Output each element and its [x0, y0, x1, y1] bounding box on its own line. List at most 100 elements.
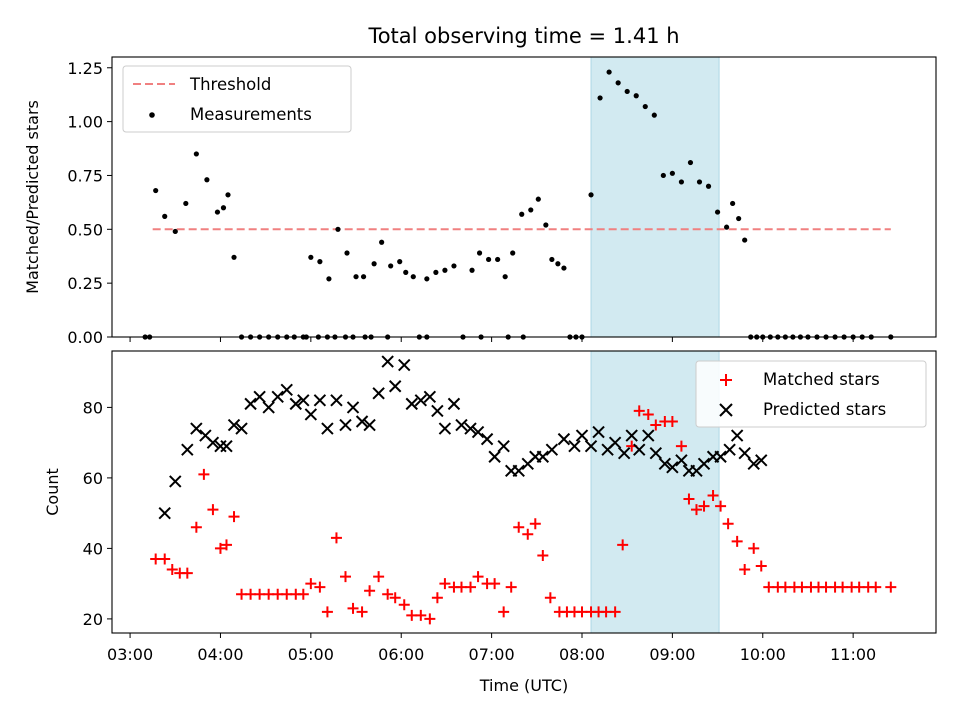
count-legend: Matched stars Predicted stars: [695, 360, 927, 428]
predicted-star-point: [755, 454, 768, 467]
x-tick-label: 06:00: [378, 645, 424, 664]
x-axis-label: Time (UTC): [479, 676, 568, 695]
ratio-legend-box: [122, 65, 352, 133]
measurement-point: [555, 261, 561, 267]
measurement-point: [561, 265, 567, 271]
measurement-point: [696, 179, 703, 185]
matched-star-point: [633, 405, 645, 417]
measurement-point: [353, 274, 359, 280]
measurement-point: [162, 213, 168, 219]
matched-star-point: [415, 609, 427, 621]
matched-star-point: [642, 408, 654, 420]
measurement-point: [495, 256, 501, 263]
measurement-point: [642, 103, 648, 110]
predicted-star-point: [190, 422, 203, 435]
measurement-point: [410, 274, 416, 280]
measurement-point: [317, 259, 323, 265]
matched-star-point: [228, 511, 240, 523]
measurement-point: [335, 226, 341, 232]
predicted-star-point: [447, 397, 461, 411]
legend-measurements-label: Measurements: [190, 105, 312, 124]
matched-star-point: [683, 493, 695, 505]
measurement-point: [451, 263, 457, 269]
measurement-point: [597, 95, 603, 101]
matched-star-point: [731, 535, 743, 547]
matched-star-point: [330, 532, 342, 544]
predicted-star-point: [536, 450, 550, 463]
matched-star-point: [472, 571, 484, 583]
measurement-point: [371, 261, 377, 267]
matched-star-point: [885, 581, 897, 593]
matched-star-point: [389, 592, 401, 604]
measurement-point: [633, 93, 639, 99]
predicted-star-point: [738, 447, 751, 460]
measurement-point: [485, 256, 492, 263]
matched-star-point: [305, 578, 317, 590]
predicted-star-point: [313, 394, 327, 407]
predicted-star-point: [584, 439, 598, 453]
predicted-star-point: [388, 380, 402, 393]
predicted-star-point: [649, 447, 663, 460]
chart-title: Total observing time = 1.41 h: [367, 24, 679, 48]
matched-star-point: [748, 542, 760, 554]
matched-star-point: [675, 440, 687, 452]
predicted-star-point: [289, 397, 302, 411]
predicted-star-point: [723, 443, 736, 456]
ratio-y-tick-label: 0.25: [67, 274, 103, 293]
measurement-point: [736, 215, 742, 222]
predicted-star-point: [244, 397, 257, 411]
predicted-star-point: [169, 475, 182, 488]
measurement-point: [730, 200, 736, 207]
predicted-star-point: [666, 461, 679, 474]
measurement-point: [624, 88, 630, 95]
matched-star-point: [609, 606, 621, 618]
predicted-star-point: [181, 443, 194, 456]
predicted-stars-points: [158, 355, 768, 520]
matched-star-point: [650, 419, 662, 431]
measurement-point: [403, 269, 409, 275]
count-y-axis-label: Count: [43, 468, 62, 516]
ratio-x-ticks: [129, 337, 854, 342]
matched-star-point: [513, 521, 525, 533]
matched-star-point: [220, 539, 232, 551]
predicted-star-point: [297, 394, 310, 407]
count-legend-box: [695, 360, 927, 428]
measurement-point: [214, 209, 221, 215]
predicted-star-point: [545, 443, 559, 456]
measurement-point: [153, 187, 159, 194]
predicted-star-point: [714, 450, 727, 463]
matched-star-point: [666, 416, 678, 427]
matched-star-point: [166, 564, 178, 576]
predicted-star-point: [330, 394, 343, 407]
matched-star-point: [314, 581, 326, 593]
measurement-point: [397, 259, 403, 265]
matched-star-point: [364, 585, 376, 597]
predicted-star-point: [227, 418, 241, 432]
matched-star-point: [382, 588, 394, 600]
matched-star-point: [431, 592, 443, 604]
predicted-star-point: [568, 439, 581, 453]
measurement-point: [225, 192, 231, 198]
measurement-point: [326, 276, 332, 282]
matched-star-point: [690, 504, 702, 516]
predicted-star-point: [431, 404, 444, 418]
measurement-point: [433, 269, 439, 275]
predicted-star-point: [321, 422, 334, 435]
matched-star-point: [505, 581, 517, 593]
predicted-star-point: [697, 457, 711, 471]
measurement-point: [476, 250, 483, 256]
predicted-star-point: [220, 439, 233, 453]
predicted-star-point: [512, 464, 525, 478]
predicted-star-point: [235, 422, 248, 435]
measurement-point: [687, 159, 694, 166]
count-y-tick-label: 20: [83, 610, 103, 629]
predicted-star-point: [414, 394, 428, 407]
matched-star-point: [198, 468, 210, 480]
predicted-star-point: [617, 447, 631, 460]
measurement-point: [535, 196, 541, 202]
predicted-star-point: [488, 450, 501, 463]
measurement-point: [528, 207, 534, 213]
predicted-star-point: [158, 506, 171, 520]
predicted-star-point: [592, 425, 605, 439]
x-tick-label: 03:00: [107, 645, 153, 664]
